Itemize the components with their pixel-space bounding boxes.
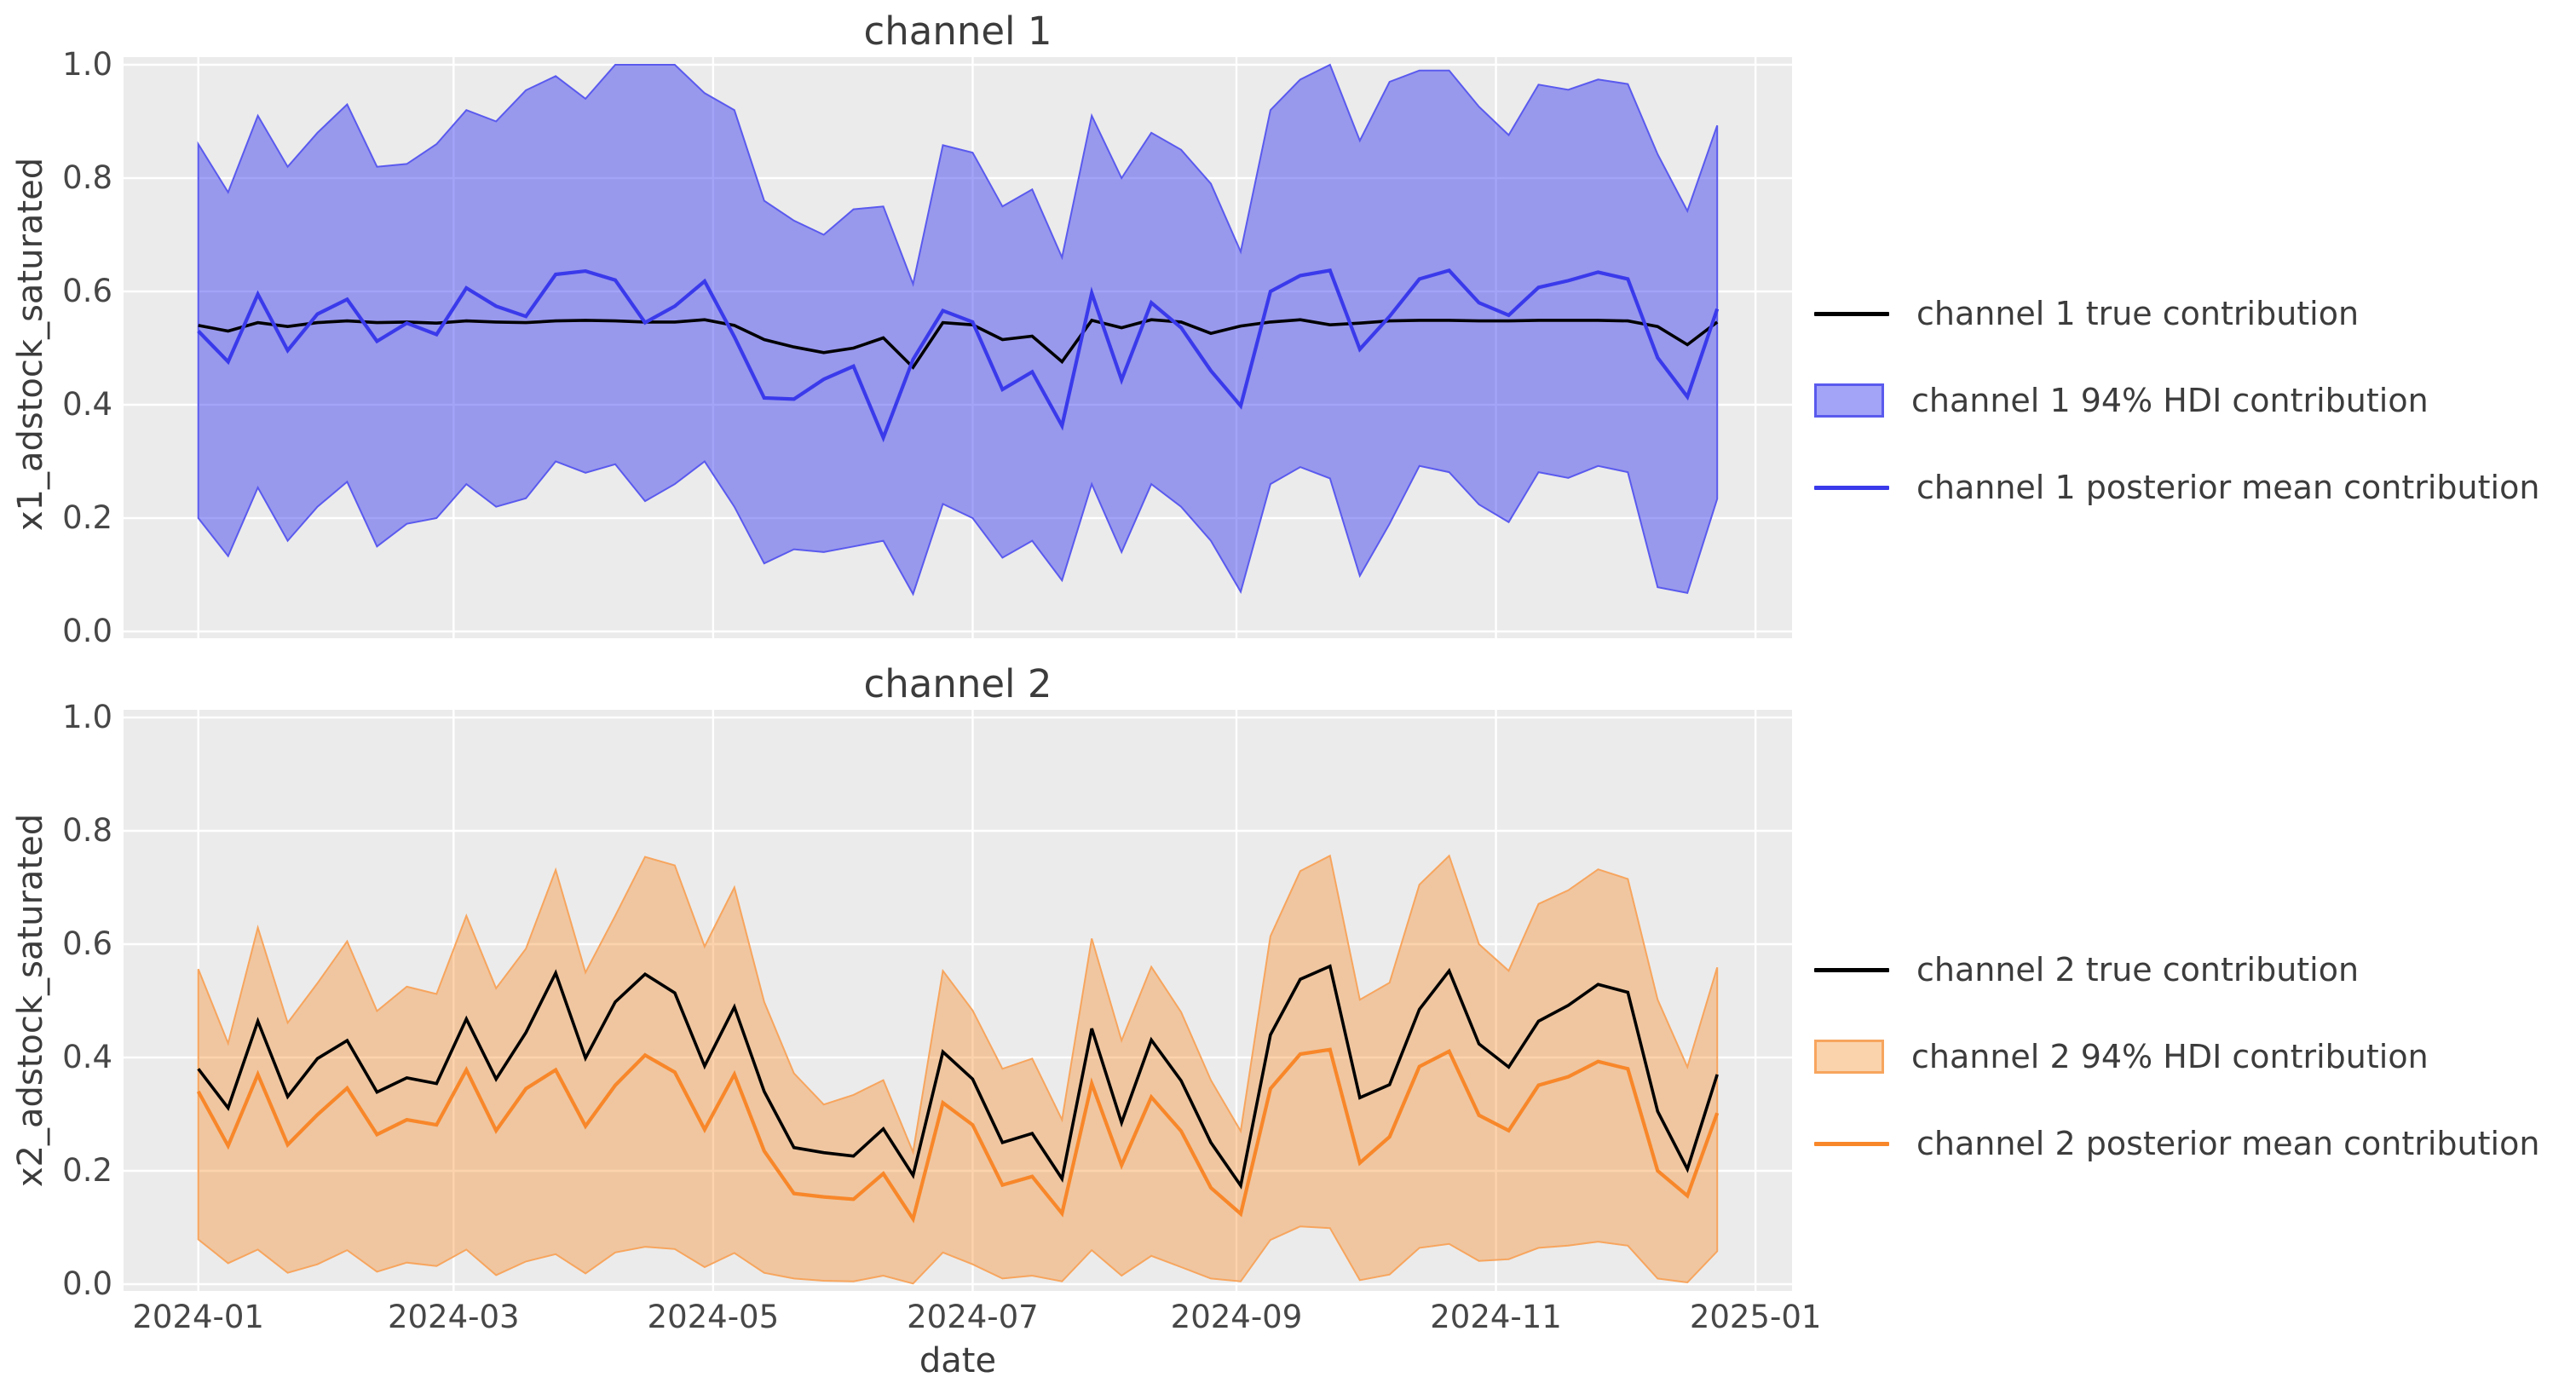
y-tick-label: 1.0 <box>62 46 112 83</box>
y-axis-label-panel-1: x1_adstock_saturated <box>11 157 50 532</box>
legend-item: channel 1 94% HDI contribution <box>1814 377 2429 424</box>
y-axis-label-panel-2: x2_adstock_saturated <box>11 813 50 1188</box>
posterior-mean-line <box>197 268 1720 443</box>
hdi-band <box>197 63 1719 596</box>
legend-item: channel 2 true contribution <box>1814 946 2359 994</box>
x-tick-label: 2024-03 <box>387 1299 520 1335</box>
x-tick-label: 2024-11 <box>1430 1299 1562 1335</box>
x-tick-label: 2025-01 <box>1689 1299 1822 1335</box>
y-tick-label: 0.2 <box>62 499 112 536</box>
legend-line-swatch <box>1814 967 1889 972</box>
channel-2-plot-area <box>124 710 1792 1291</box>
legend-patch-swatch <box>1814 1040 1884 1074</box>
y-tick-label: 0.0 <box>62 1265 112 1302</box>
legend-patch-swatch <box>1814 383 1884 418</box>
x-tick-label: 2024-09 <box>1170 1299 1303 1335</box>
legend-label: channel 2 true contribution <box>1916 951 2360 988</box>
true-contribution-line <box>198 318 1719 370</box>
legend-line-swatch <box>1814 485 1889 490</box>
legend-label: channel 2 posterior mean contribution <box>1916 1125 2540 1162</box>
legend-item: channel 2 posterior mean contribution <box>1814 1120 2539 1167</box>
x-tick-label: 2024-07 <box>907 1299 1039 1335</box>
legend-label: channel 1 posterior mean contribution <box>1916 469 2540 506</box>
y-tick-label: 0.6 <box>62 925 112 962</box>
true-contribution-line <box>197 964 1719 1190</box>
x-tick-label: 2024-01 <box>132 1299 264 1335</box>
panel-background <box>124 710 1792 1291</box>
channel-1-plot-area <box>124 57 1792 638</box>
y-tick-label: 1.0 <box>62 699 112 735</box>
legend-line-swatch <box>1814 1141 1889 1146</box>
legend-item: channel 2 94% HDI contribution <box>1814 1033 2429 1080</box>
chart-title-channel-1: channel 1 <box>863 9 1052 54</box>
legend-label: channel 1 true contribution <box>1916 295 2360 332</box>
y-tick-label: 0.4 <box>62 1039 112 1075</box>
y-tick-label: 0.6 <box>62 273 112 309</box>
posterior-mean-line <box>196 1047 1720 1224</box>
legend-label: channel 1 94% HDI contribution <box>1911 382 2429 419</box>
y-tick-label: 0.4 <box>62 386 112 423</box>
legend-item: channel 1 posterior mean contribution <box>1814 464 2539 511</box>
y-tick-label: 0.8 <box>62 159 112 196</box>
legend-item: channel 1 true contribution <box>1814 290 2359 337</box>
y-tick-label: 0.2 <box>62 1152 112 1189</box>
chart-title-channel-2: channel 2 <box>863 661 1052 706</box>
legend-line-swatch <box>1814 311 1889 316</box>
legend-label: channel 2 94% HDI contribution <box>1911 1038 2429 1075</box>
hdi-band <box>197 854 1719 1285</box>
x-tick-label: 2024-05 <box>647 1299 780 1335</box>
y-tick-label: 0.0 <box>62 613 112 649</box>
panel-background <box>124 57 1792 638</box>
y-tick-label: 0.8 <box>62 812 112 849</box>
x-axis-label: date <box>919 1341 997 1380</box>
